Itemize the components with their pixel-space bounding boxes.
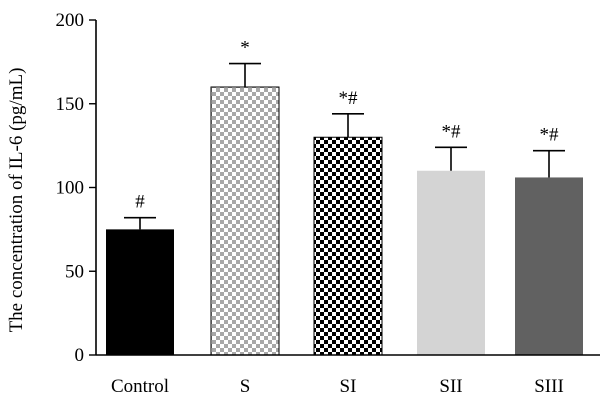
annotation-siii: *# bbox=[540, 125, 560, 146]
annotation-sii: *# bbox=[442, 121, 462, 142]
annotation-control: # bbox=[135, 192, 145, 213]
error-bars-group bbox=[124, 62, 565, 230]
y-tick-label-0: 0 bbox=[75, 345, 85, 366]
bar-si bbox=[313, 136, 383, 356]
bars-group bbox=[106, 86, 583, 356]
y-tick-label-100: 100 bbox=[56, 178, 85, 199]
bar-control bbox=[106, 229, 174, 355]
annotation-s: * bbox=[240, 38, 250, 59]
y-tick-label-50: 50 bbox=[65, 261, 84, 282]
y-axis-label: The concentration of IL-6 (pg/mL) bbox=[6, 68, 27, 333]
y-axis-ticks: 0 50 100 150 200 bbox=[56, 10, 96, 366]
annotations-group: # * *# *# *# bbox=[135, 38, 559, 213]
y-tick-label-200: 200 bbox=[56, 10, 85, 31]
x-tick-label-si: SI bbox=[340, 376, 357, 397]
y-tick-label-150: 150 bbox=[56, 94, 85, 115]
x-tick-label-s: S bbox=[240, 376, 251, 397]
bar-s bbox=[210, 86, 280, 356]
bar-siii bbox=[515, 177, 583, 355]
x-tick-label-sii: SII bbox=[439, 376, 462, 397]
x-axis-tick-labels: Control S SI SII SIII bbox=[111, 376, 564, 397]
x-tick-label-control: Control bbox=[111, 376, 169, 397]
bar-sii bbox=[417, 170, 485, 355]
x-tick-label-siii: SIII bbox=[534, 376, 564, 397]
annotation-si: *# bbox=[339, 88, 359, 109]
